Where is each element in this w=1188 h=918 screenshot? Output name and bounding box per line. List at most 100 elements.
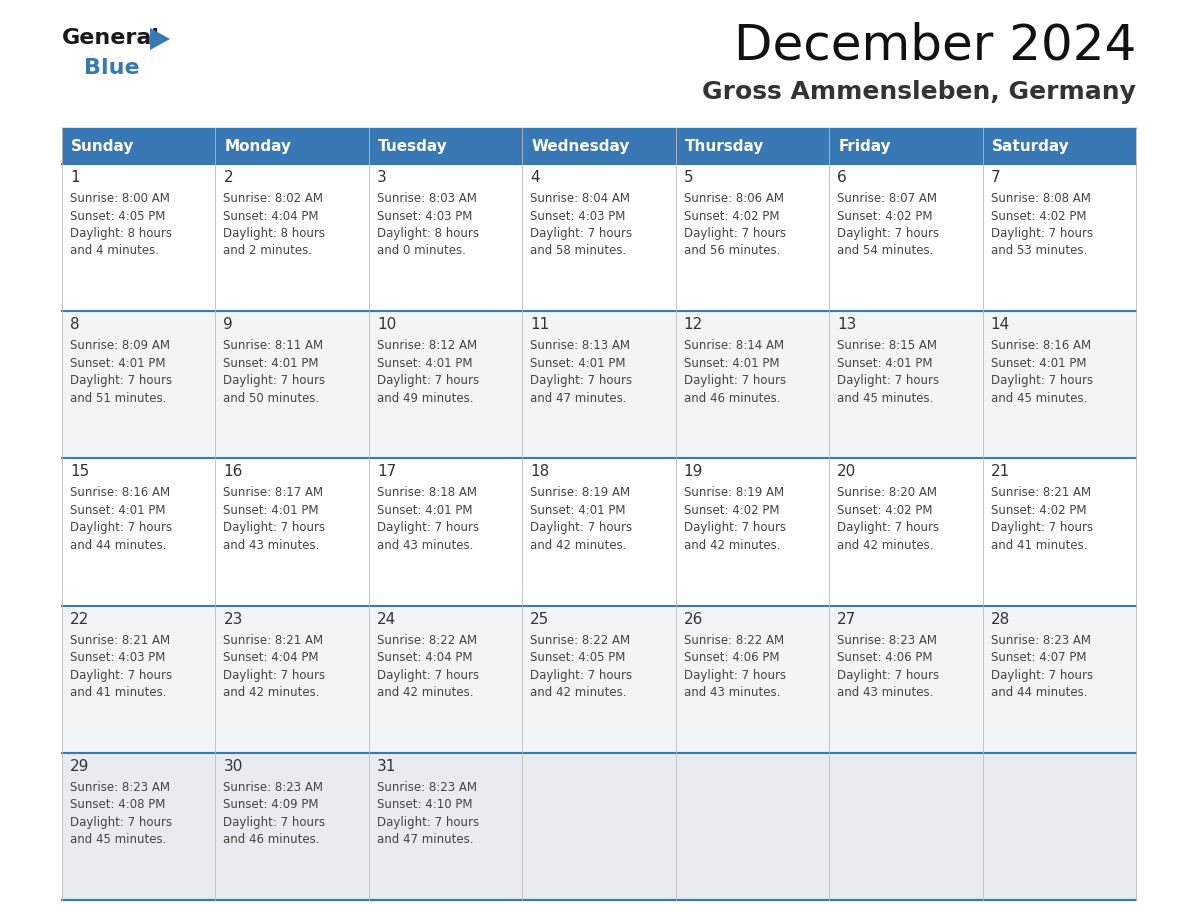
Bar (62, 458, 215, 606)
Text: Daylight: 7 hours: Daylight: 7 hours (684, 668, 785, 681)
Text: Sunset: 4:06 PM: Sunset: 4:06 PM (838, 651, 933, 664)
Text: and 42 minutes.: and 42 minutes. (223, 686, 320, 700)
Text: Sunset: 4:03 PM: Sunset: 4:03 PM (377, 209, 473, 222)
Text: and 56 minutes.: and 56 minutes. (684, 244, 781, 258)
Bar (676, 753, 829, 900)
Bar (62, 311, 215, 458)
Text: and 46 minutes.: and 46 minutes. (684, 392, 781, 405)
Text: 8: 8 (70, 318, 80, 332)
Bar (829, 753, 982, 900)
Text: and 47 minutes.: and 47 minutes. (377, 834, 473, 846)
Text: and 45 minutes.: and 45 minutes. (838, 392, 934, 405)
Text: Sunset: 4:01 PM: Sunset: 4:01 PM (377, 504, 473, 517)
Text: and 43 minutes.: and 43 minutes. (684, 686, 781, 700)
Text: Gross Ammensleben, Germany: Gross Ammensleben, Germany (702, 80, 1136, 104)
Bar (62, 753, 215, 900)
Bar (829, 164, 982, 311)
Text: 11: 11 (530, 318, 550, 332)
Text: and 44 minutes.: and 44 minutes. (70, 539, 166, 552)
Bar (62, 606, 215, 753)
Text: Sunset: 4:04 PM: Sunset: 4:04 PM (377, 651, 473, 664)
Bar (368, 311, 523, 458)
Text: Wednesday: Wednesday (531, 139, 630, 153)
Text: and 43 minutes.: and 43 minutes. (377, 539, 473, 552)
Text: Sunset: 4:09 PM: Sunset: 4:09 PM (223, 799, 318, 812)
Text: Daylight: 7 hours: Daylight: 7 hours (70, 375, 172, 387)
Text: 7: 7 (991, 170, 1000, 185)
Text: Sunrise: 8:14 AM: Sunrise: 8:14 AM (684, 339, 784, 353)
Text: Sunrise: 8:17 AM: Sunrise: 8:17 AM (223, 487, 323, 499)
Text: Sunrise: 8:22 AM: Sunrise: 8:22 AM (684, 633, 784, 646)
Text: Sunrise: 8:23 AM: Sunrise: 8:23 AM (377, 781, 476, 794)
Text: Sunset: 4:05 PM: Sunset: 4:05 PM (530, 651, 626, 664)
Bar (215, 458, 368, 606)
Text: Daylight: 7 hours: Daylight: 7 hours (223, 668, 326, 681)
Text: and 42 minutes.: and 42 minutes. (530, 686, 627, 700)
Bar (368, 458, 523, 606)
Text: Sunset: 4:04 PM: Sunset: 4:04 PM (223, 209, 318, 222)
Bar (829, 128, 982, 164)
Text: Sunset: 4:01 PM: Sunset: 4:01 PM (530, 504, 626, 517)
Text: 16: 16 (223, 465, 242, 479)
Bar (523, 311, 676, 458)
Text: 26: 26 (684, 611, 703, 627)
Text: Sunrise: 8:00 AM: Sunrise: 8:00 AM (70, 192, 170, 205)
Bar (982, 164, 1136, 311)
Text: Daylight: 7 hours: Daylight: 7 hours (991, 375, 1093, 387)
Text: 12: 12 (684, 318, 703, 332)
Text: Sunset: 4:01 PM: Sunset: 4:01 PM (991, 357, 1086, 370)
Text: 25: 25 (530, 611, 550, 627)
Text: Daylight: 7 hours: Daylight: 7 hours (684, 375, 785, 387)
Text: Daylight: 7 hours: Daylight: 7 hours (223, 521, 326, 534)
Text: Daylight: 7 hours: Daylight: 7 hours (70, 521, 172, 534)
Text: Sunset: 4:10 PM: Sunset: 4:10 PM (377, 799, 473, 812)
Text: Daylight: 7 hours: Daylight: 7 hours (684, 521, 785, 534)
Text: Sunrise: 8:22 AM: Sunrise: 8:22 AM (530, 633, 631, 646)
Text: Sunset: 4:02 PM: Sunset: 4:02 PM (684, 504, 779, 517)
Text: and 43 minutes.: and 43 minutes. (838, 686, 934, 700)
Text: 17: 17 (377, 465, 396, 479)
Bar (368, 606, 523, 753)
Bar (676, 311, 829, 458)
Text: Sunrise: 8:23 AM: Sunrise: 8:23 AM (223, 781, 323, 794)
Text: Sunset: 4:02 PM: Sunset: 4:02 PM (991, 209, 1086, 222)
Bar (215, 164, 368, 311)
Bar (62, 164, 215, 311)
Text: Daylight: 7 hours: Daylight: 7 hours (530, 668, 632, 681)
Text: Sunset: 4:05 PM: Sunset: 4:05 PM (70, 209, 165, 222)
Text: 4: 4 (530, 170, 539, 185)
Text: Monday: Monday (225, 139, 291, 153)
Text: Daylight: 7 hours: Daylight: 7 hours (991, 521, 1093, 534)
Text: Sunrise: 8:19 AM: Sunrise: 8:19 AM (530, 487, 631, 499)
Text: 3: 3 (377, 170, 386, 185)
Text: Friday: Friday (839, 139, 891, 153)
Text: Sunrise: 8:04 AM: Sunrise: 8:04 AM (530, 192, 631, 205)
Text: Daylight: 7 hours: Daylight: 7 hours (377, 375, 479, 387)
Text: 27: 27 (838, 611, 857, 627)
Text: and 42 minutes.: and 42 minutes. (684, 539, 781, 552)
Text: 30: 30 (223, 759, 242, 774)
Text: 15: 15 (70, 465, 89, 479)
Text: Sunrise: 8:06 AM: Sunrise: 8:06 AM (684, 192, 784, 205)
Text: 2: 2 (223, 170, 233, 185)
Text: and 53 minutes.: and 53 minutes. (991, 244, 1087, 258)
Text: Sunset: 4:02 PM: Sunset: 4:02 PM (991, 504, 1086, 517)
Text: Daylight: 7 hours: Daylight: 7 hours (991, 227, 1093, 240)
Bar (368, 164, 523, 311)
Text: and 41 minutes.: and 41 minutes. (991, 539, 1087, 552)
Text: Sunrise: 8:21 AM: Sunrise: 8:21 AM (223, 633, 323, 646)
Text: Daylight: 7 hours: Daylight: 7 hours (991, 668, 1093, 681)
Text: Sunrise: 8:16 AM: Sunrise: 8:16 AM (70, 487, 170, 499)
Text: Sunrise: 8:16 AM: Sunrise: 8:16 AM (991, 339, 1091, 353)
Bar (523, 458, 676, 606)
Text: 1: 1 (70, 170, 80, 185)
Text: December 2024: December 2024 (734, 22, 1136, 70)
Text: Thursday: Thursday (684, 139, 764, 153)
Text: Sunset: 4:02 PM: Sunset: 4:02 PM (684, 209, 779, 222)
Text: Daylight: 8 hours: Daylight: 8 hours (223, 227, 326, 240)
Text: and 54 minutes.: and 54 minutes. (838, 244, 934, 258)
Text: Sunrise: 8:20 AM: Sunrise: 8:20 AM (838, 487, 937, 499)
Bar (829, 311, 982, 458)
Text: and 2 minutes.: and 2 minutes. (223, 244, 312, 258)
Bar (982, 606, 1136, 753)
